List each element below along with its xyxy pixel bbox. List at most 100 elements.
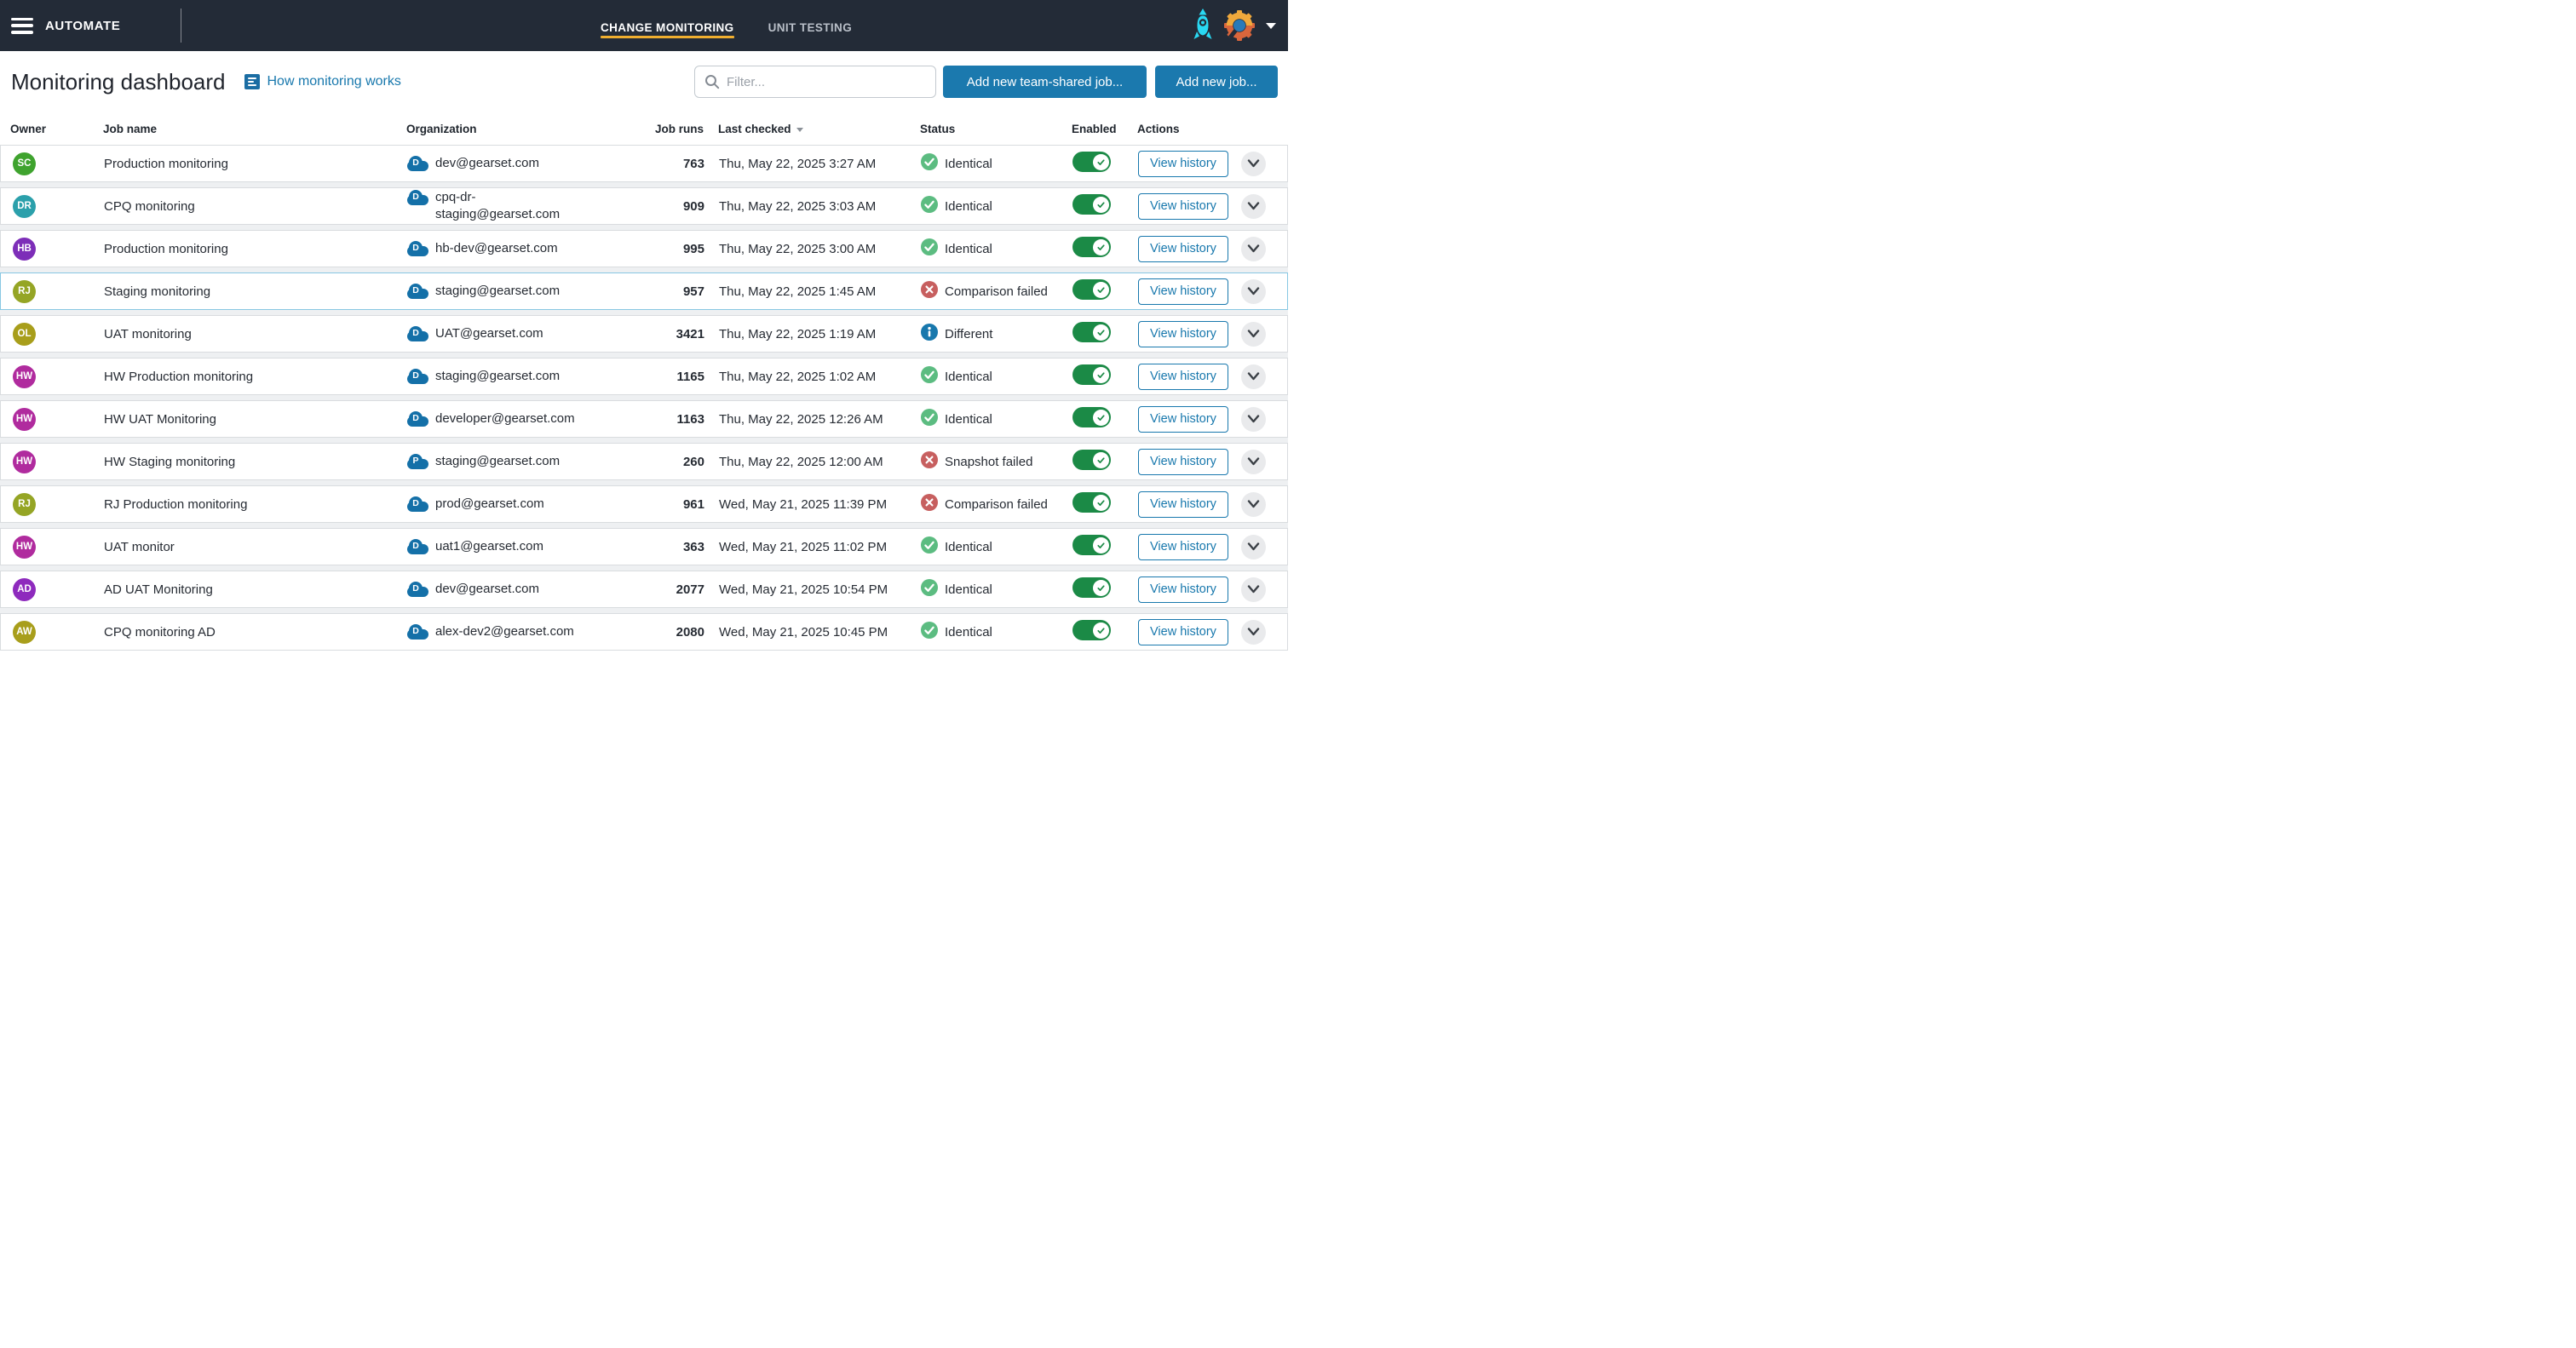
table-row[interactable]: HW HW Staging monitoring P staging@gears… [0, 443, 1288, 480]
org-type-letter: D [411, 243, 421, 253]
tab-change-monitoring[interactable]: CHANGE MONITORING [601, 3, 734, 49]
last-checked-timestamp: Wed, May 21, 2025 11:39 PM [704, 497, 921, 512]
org-email: hb-dev@gearset.com [435, 240, 558, 257]
view-history-button[interactable]: View history [1138, 193, 1228, 220]
status-icon [921, 153, 938, 174]
column-header-status[interactable]: Status [920, 123, 1072, 135]
org-cloud-icon: P [407, 454, 428, 469]
column-header-owner[interactable]: Owner [10, 123, 103, 135]
org-email: cpq-dr-staging@gearset.com [435, 189, 582, 224]
status-label: Identical [945, 370, 992, 384]
table-row[interactable]: SC Production monitoring D dev@gearset.c… [0, 145, 1288, 182]
expand-row-button[interactable] [1241, 152, 1266, 176]
expand-row-button[interactable] [1241, 237, 1266, 261]
view-history-button[interactable]: View history [1138, 236, 1228, 262]
expand-row-button[interactable] [1241, 364, 1266, 389]
expand-row-button[interactable] [1241, 407, 1266, 432]
table-row[interactable]: HW HW Production monitoring D staging@ge… [0, 358, 1288, 395]
table-row[interactable]: DR CPQ monitoring D cpq-dr-staging@gears… [0, 187, 1288, 225]
how-monitoring-works-link[interactable]: How monitoring works [244, 74, 401, 89]
column-header-actions[interactable]: Actions [1137, 123, 1240, 135]
last-checked-timestamp: Thu, May 22, 2025 3:03 AM [704, 199, 921, 214]
owner-avatar: HW [13, 450, 36, 473]
view-history-button[interactable]: View history [1138, 449, 1228, 475]
org-cloud-icon: D [407, 496, 428, 512]
column-header-enabled[interactable]: Enabled [1072, 123, 1137, 135]
enabled-toggle[interactable] [1072, 535, 1111, 555]
enabled-toggle[interactable] [1072, 364, 1111, 385]
table-row[interactable]: AW CPQ monitoring AD D alex-dev2@gearset… [0, 613, 1288, 651]
table-row[interactable]: RJ Staging monitoring D staging@gearset.… [0, 272, 1288, 310]
account-menu-caret-icon[interactable] [1266, 23, 1276, 29]
org-cloud-icon: D [407, 539, 428, 554]
expand-row-button[interactable] [1241, 535, 1266, 559]
add-new-job-button[interactable]: Add new job... [1155, 66, 1278, 98]
view-history-button[interactable]: View history [1138, 534, 1228, 560]
column-header-organization[interactable]: Organization [406, 123, 596, 135]
column-header-job-runs[interactable]: Job runs [596, 123, 704, 135]
enabled-toggle[interactable] [1072, 620, 1111, 640]
column-header-job-name[interactable]: Job name [103, 123, 406, 135]
org-type-letter: D [411, 285, 421, 295]
view-history-button[interactable]: View history [1138, 364, 1228, 390]
org-cloud-icon: D [407, 241, 428, 256]
status-label: Snapshot failed [945, 455, 1032, 469]
expand-row-button[interactable] [1241, 322, 1266, 347]
last-checked-timestamp: Thu, May 22, 2025 1:02 AM [704, 370, 921, 384]
job-name: Production monitoring [104, 157, 407, 171]
chevron-down-icon [1247, 415, 1260, 423]
enabled-toggle[interactable] [1072, 322, 1111, 342]
view-history-button[interactable]: View history [1138, 151, 1228, 177]
enabled-toggle[interactable] [1072, 577, 1111, 598]
org-type-letter: P [411, 456, 421, 466]
add-team-shared-job-button[interactable]: Add new team-shared job... [943, 66, 1147, 98]
job-name: Production monitoring [104, 242, 407, 256]
help-link-label: How monitoring works [267, 74, 401, 89]
view-history-button[interactable]: View history [1138, 491, 1228, 518]
enabled-toggle[interactable] [1072, 407, 1111, 427]
last-checked-timestamp: Wed, May 21, 2025 10:54 PM [704, 582, 921, 597]
expand-row-button[interactable] [1241, 492, 1266, 517]
status-label: Different [945, 327, 992, 341]
view-history-button[interactable]: View history [1138, 321, 1228, 347]
sort-descending-icon [796, 128, 803, 132]
toggle-knob-check-icon [1093, 239, 1109, 255]
expand-row-button[interactable] [1241, 620, 1266, 645]
enabled-toggle[interactable] [1072, 492, 1111, 513]
expand-row-button[interactable] [1241, 450, 1266, 474]
hamburger-menu-icon[interactable] [11, 18, 33, 34]
owner-avatar: HW [13, 536, 36, 559]
rocket-icon[interactable] [1193, 9, 1213, 43]
enabled-toggle[interactable] [1072, 237, 1111, 257]
view-history-button[interactable]: View history [1138, 576, 1228, 603]
table-row[interactable]: HW UAT monitor D uat1@gearset.com 363 We… [0, 528, 1288, 565]
filter-field [694, 66, 936, 98]
enabled-toggle[interactable] [1072, 279, 1111, 300]
last-checked-timestamp: Thu, May 22, 2025 1:45 AM [704, 284, 921, 299]
view-history-button[interactable]: View history [1138, 278, 1228, 305]
tab-unit-testing[interactable]: UNIT TESTING [768, 3, 853, 49]
enabled-toggle[interactable] [1072, 194, 1111, 215]
toggle-knob-check-icon [1093, 367, 1109, 383]
filter-input[interactable] [727, 75, 914, 89]
table-row[interactable]: HB Production monitoring D hb-dev@gearse… [0, 230, 1288, 267]
table-row[interactable]: OL UAT monitoring D UAT@gearset.com 3421… [0, 315, 1288, 353]
last-checked-timestamp: Wed, May 21, 2025 10:45 PM [704, 625, 921, 640]
enabled-toggle[interactable] [1072, 152, 1111, 172]
chevron-down-icon [1247, 287, 1260, 295]
table-row[interactable]: AD AD UAT Monitoring D dev@gearset.com 2… [0, 571, 1288, 608]
column-header-last-checked[interactable]: Last checked [704, 123, 920, 135]
table-row[interactable]: HW HW UAT Monitoring D developer@gearset… [0, 400, 1288, 438]
org-type-letter: D [411, 158, 421, 168]
table-row[interactable]: RJ RJ Production monitoring D prod@gears… [0, 485, 1288, 523]
view-history-button[interactable]: View history [1138, 619, 1228, 645]
org-type-letter: D [411, 583, 421, 594]
user-avatar-gear-icon[interactable] [1223, 9, 1256, 42]
expand-row-button[interactable] [1241, 577, 1266, 602]
expand-row-button[interactable] [1241, 194, 1266, 219]
expand-row-button[interactable] [1241, 279, 1266, 304]
job-runs-count: 1165 [597, 370, 704, 384]
view-history-button[interactable]: View history [1138, 406, 1228, 433]
enabled-toggle[interactable] [1072, 450, 1111, 470]
chevron-down-icon [1247, 244, 1260, 253]
